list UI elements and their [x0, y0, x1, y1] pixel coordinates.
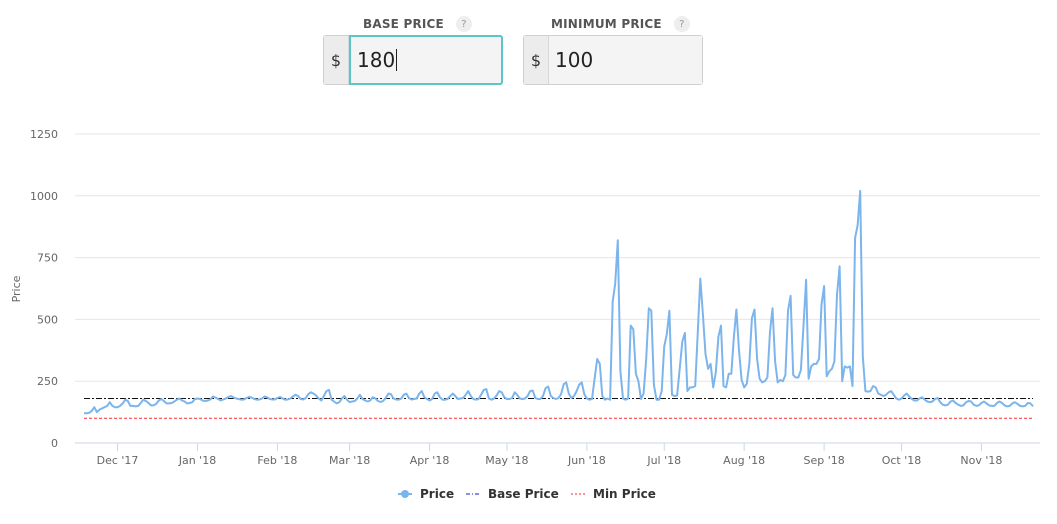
x-tick-label: Aug '18 [723, 454, 765, 467]
x-tick-label: Feb '18 [257, 454, 297, 467]
price-line [84, 189, 1034, 415]
grid-lines [75, 133, 1040, 382]
help-icon[interactable]: ? [455, 16, 472, 32]
minimum-price-field: MINIMUM PRICE ? $ 100 [523, 14, 703, 85]
x-tick-label: Jun '18 [567, 454, 606, 467]
y-tick-label: 1000 [30, 190, 58, 203]
text-caret [396, 49, 398, 71]
minimum-price-label: MINIMUM PRICE ? [551, 14, 690, 34]
x-tick-label: Jan '18 [178, 454, 216, 467]
legend[interactable]: Price Base Price Min Price [398, 487, 656, 501]
x-tick-label: Apr '18 [410, 454, 450, 467]
minimum-price-label-text: MINIMUM PRICE [551, 17, 662, 31]
y-tick-label: 250 [37, 375, 58, 388]
help-icon[interactable]: ? [673, 16, 690, 32]
x-tick-label: Nov '18 [960, 454, 1002, 467]
x-tick-label: Jul '18 [646, 454, 681, 467]
y-axis-label: Price [10, 275, 23, 302]
legend-marker [401, 490, 409, 498]
minimum-price-input[interactable]: 100 [549, 36, 702, 84]
legend-item[interactable]: Min Price [571, 487, 656, 501]
base-price-label: BASE PRICE ? [363, 14, 472, 34]
x-axis: Dec '17 Jan '18 Feb '18 Mar '18 Apr '18 May '… [75, 442, 1040, 467]
x-tick-label: Dec '17 [97, 454, 139, 467]
y-tick-label: 500 [37, 313, 58, 326]
y-axis-ticks: 0 250 500 750 1000 1250 [30, 128, 58, 450]
series-group [84, 189, 1034, 419]
legend-item[interactable]: Price [398, 487, 454, 501]
legend-item[interactable]: Base Price [466, 487, 559, 501]
base-price-input[interactable]: 180 [349, 35, 503, 85]
currency-prefix: $ [524, 36, 549, 84]
y-tick-label: 1250 [30, 128, 58, 141]
base-price-field: BASE PRICE ? $ 180 [323, 14, 503, 85]
x-tick-label: Oct '18 [882, 454, 922, 467]
x-tick-label: May '18 [485, 454, 528, 467]
legend-label: Base Price [488, 487, 559, 501]
minimum-price-value: 100 [555, 48, 594, 72]
base-price-value: 180 [357, 48, 396, 72]
base-price-label-text: BASE PRICE [363, 17, 444, 31]
y-tick-label: 0 [51, 437, 58, 450]
minimum-price-input-wrap: $ 100 [523, 35, 703, 85]
legend-label: Price [420, 487, 454, 501]
legend-label: Min Price [593, 487, 656, 501]
y-tick-label: 750 [37, 252, 58, 265]
x-tick-label: Sep '18 [803, 454, 844, 467]
x-tick-label: Mar '18 [329, 454, 370, 467]
currency-prefix: $ [324, 36, 349, 84]
base-price-input-wrap: $ 180 [323, 35, 503, 85]
